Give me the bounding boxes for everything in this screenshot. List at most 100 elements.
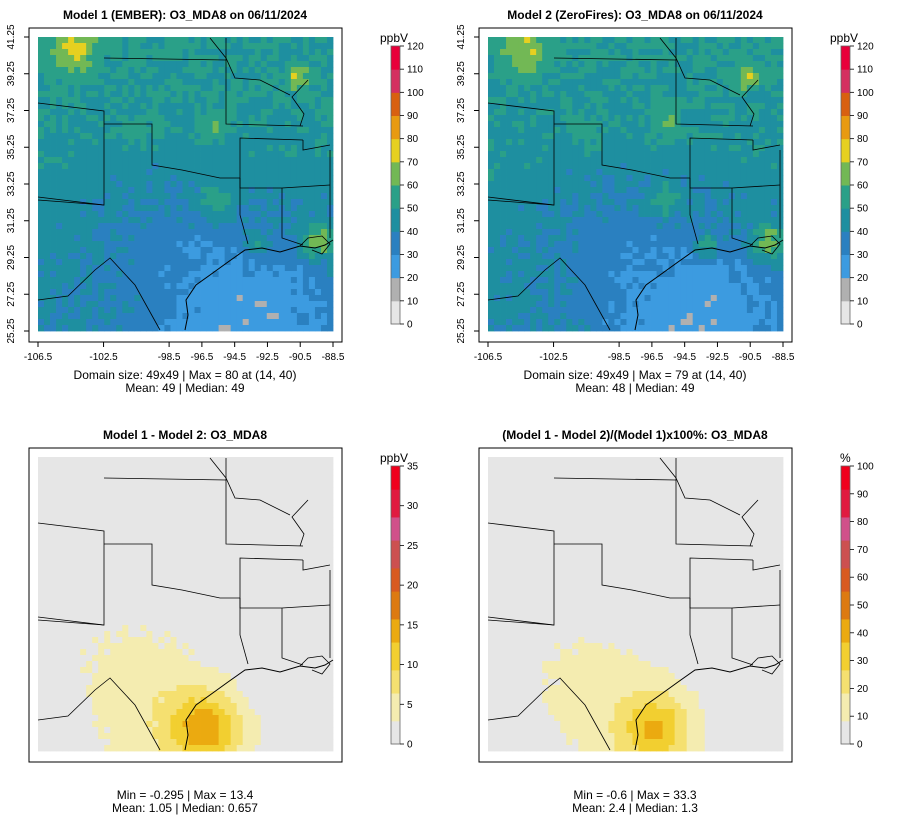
heatmap-cell: [92, 67, 99, 74]
heatmap-cell: [668, 55, 676, 62]
heatmap-cell: [266, 295, 274, 302]
heatmap-cell: [590, 253, 597, 260]
heatmap-cell: [740, 295, 748, 302]
heatmap-cell: [752, 235, 760, 242]
heatmap-cell: [116, 325, 123, 332]
heatmap-cell: [86, 301, 93, 308]
heatmap-cell: [56, 55, 63, 62]
heatmap-cell: [278, 139, 286, 146]
heatmap-cell: [644, 55, 651, 62]
heatmap-cell: [632, 109, 639, 116]
heatmap-cell: [116, 313, 123, 320]
heatmap-cell: [674, 199, 682, 206]
heatmap-cell: [596, 109, 603, 116]
heatmap-cell: [62, 109, 69, 116]
heatmap-cell: [38, 103, 45, 110]
heatmap-cell: [290, 127, 298, 134]
heatmap-cell: [704, 259, 712, 266]
heatmap-cell: [698, 217, 706, 224]
heatmap-cell: [572, 151, 579, 158]
heatmap-cell: [716, 235, 724, 242]
heatmap-cell: [296, 319, 304, 326]
heatmap-cell: [98, 319, 105, 326]
heatmap-cell: [698, 85, 706, 92]
heatmap-cell: [644, 115, 651, 122]
heatmap-cell: [56, 187, 63, 194]
heatmap-cell: [212, 325, 220, 332]
heatmap-cell: [86, 145, 93, 152]
heatmap-cell: [134, 259, 141, 266]
heatmap-cell: [254, 37, 262, 44]
heatmap-cell: [578, 265, 585, 272]
heatmap-cell: [620, 247, 627, 254]
heatmap-cell: [764, 49, 772, 56]
heatmap-cell: [644, 91, 651, 98]
heatmap-cell: [134, 277, 141, 284]
heatmap-cell: [638, 241, 645, 248]
heatmap-cell: [728, 151, 736, 158]
heatmap-cell: [578, 199, 585, 206]
heatmap-cell: [230, 319, 238, 326]
heatmap-cell: [62, 97, 69, 104]
heatmap-cell: [122, 259, 129, 266]
heatmap-cell: [542, 247, 549, 254]
heatmap-cell: [188, 229, 195, 236]
heatmap-cell: [734, 259, 742, 266]
heatmap-cell: [146, 127, 153, 134]
heatmap-cell: [566, 241, 573, 248]
heatmap-cell: [752, 115, 760, 122]
heatmap-cell: [266, 163, 274, 170]
heatmap-cell: [152, 325, 159, 332]
colorbar-segment: [391, 138, 400, 144]
heatmap-cell: [152, 193, 159, 200]
heatmap-cell: [236, 103, 244, 110]
heatmap-cell: [158, 271, 165, 278]
heatmap-cell: [584, 91, 591, 98]
heatmap-cell: [146, 289, 153, 296]
heatmap-cell: [62, 283, 69, 290]
heatmap-cell: [776, 289, 784, 296]
heatmap-cell: [266, 193, 274, 200]
heatmap-cell: [626, 133, 633, 140]
heatmap-cell: [218, 307, 226, 314]
heatmap-cell: [134, 289, 141, 296]
heatmap-cell: [770, 157, 778, 164]
heatmap-cell: [620, 145, 627, 152]
heatmap-cell: [770, 127, 778, 134]
heatmap-cell: [728, 277, 736, 284]
heatmap-cell: [722, 241, 730, 248]
heatmap-cell: [770, 181, 778, 188]
colorbar-tick-label: 40: [407, 227, 419, 238]
heatmap-cell: [710, 301, 718, 308]
heatmap-cell: [560, 289, 567, 296]
heatmap-cell: [572, 187, 579, 194]
colorbar-segment: [391, 245, 400, 251]
heatmap-cell: [140, 259, 147, 266]
heatmap-cell: [524, 277, 531, 284]
heatmap-cell: [212, 37, 220, 44]
heatmap-cell: [668, 295, 676, 302]
heatmap-cell: [680, 211, 688, 218]
heatmap-cell: [308, 289, 316, 296]
heatmap-cell: [152, 247, 159, 254]
heatmap-cell: [278, 301, 286, 308]
heatmap-cell: [248, 43, 256, 50]
heatmap-cell: [668, 193, 676, 200]
heatmap-cell: [242, 91, 250, 98]
heatmap-cell: [86, 37, 93, 44]
heatmap-cell: [704, 67, 712, 74]
heatmap-cell: [518, 103, 525, 110]
heatmap-cell: [230, 211, 238, 218]
heatmap-cell: [560, 325, 567, 332]
boundary-line: [487, 257, 611, 331]
heatmap-cell: [506, 67, 513, 74]
heatmap-cell: [560, 127, 567, 134]
heatmap-cell: [68, 259, 75, 266]
heatmap-cell: [176, 97, 183, 104]
heatmap-cell: [44, 253, 51, 260]
y-tick-label: 33.25: [6, 171, 17, 196]
heatmap-cell: [602, 313, 609, 320]
heatmap-cell: [206, 73, 213, 80]
heatmap-cell: [620, 163, 627, 170]
heatmap-cell: [284, 157, 292, 164]
